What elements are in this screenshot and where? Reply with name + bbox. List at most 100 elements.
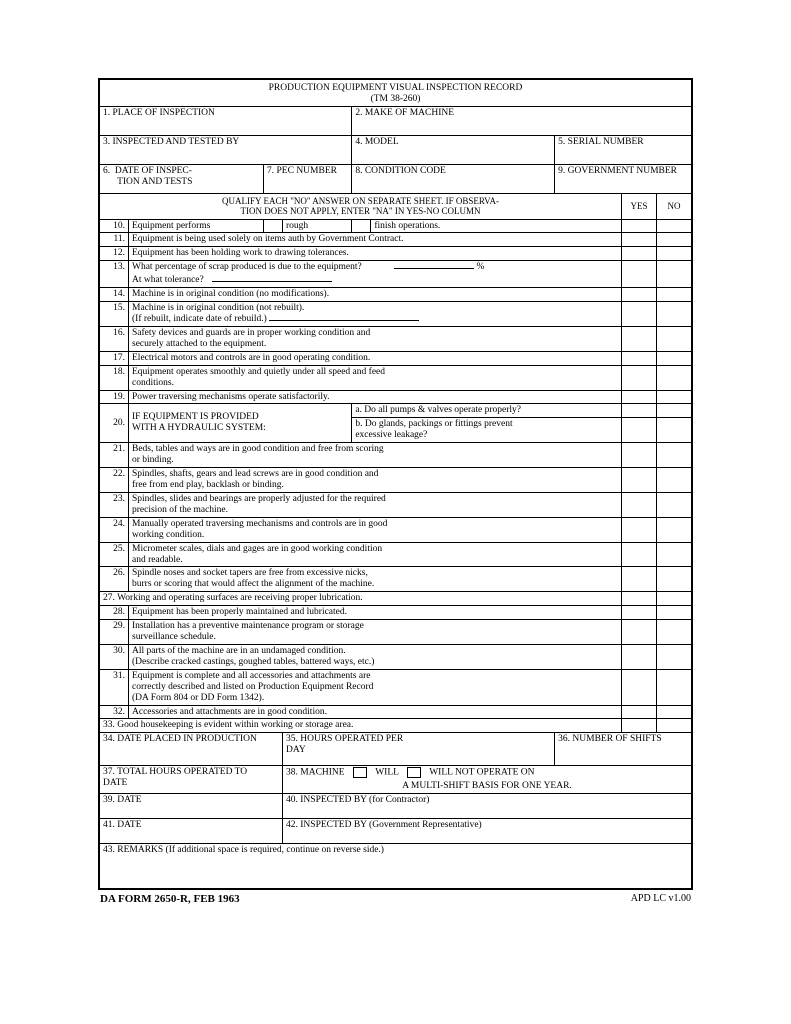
q10-box1[interactable] [264,219,283,233]
q12: Equipment has been holding work to drawi… [129,247,622,261]
q31-yes[interactable] [622,669,657,705]
q20a-yes[interactable] [622,404,657,418]
q12-yes[interactable] [622,247,657,261]
q24-no[interactable] [657,517,692,542]
q26-no[interactable] [657,567,692,592]
q15-yes[interactable] [622,302,657,327]
q23-yes[interactable] [622,492,657,517]
q30-num: 30. [100,644,129,669]
field-8[interactable]: 8. CONDITION CODE [352,164,555,193]
q12-no[interactable] [657,247,692,261]
field-2[interactable]: 2. MAKE OF MACHINE [352,106,692,135]
q29-yes[interactable] [622,620,657,645]
q18-no[interactable] [657,365,692,390]
field-42[interactable]: 42. INSPECTED BY (Government Representat… [283,818,692,843]
q10-num: 10. [100,219,129,233]
q25-num: 25. [100,542,129,567]
q22-yes[interactable] [622,468,657,493]
q30-no[interactable] [657,644,692,669]
field-43[interactable]: 43. REMARKS (If additional space is requ… [100,843,692,888]
q15-blank[interactable] [269,320,419,321]
q29: Installation has a preventive maintenanc… [129,620,622,645]
q20a-no[interactable] [657,404,692,418]
f38b: WILL [375,768,398,778]
q11-no[interactable] [657,233,692,247]
q25-no[interactable] [657,542,692,567]
q28-yes[interactable] [622,606,657,620]
q13-no[interactable] [657,261,692,274]
field-1[interactable]: 1. PLACE OF INSPECTION [100,106,352,135]
q11-num: 11. [100,233,129,247]
q33-yes[interactable] [622,719,657,733]
qualify-instruction: QUALIFY EACH "NO" ANSWER ON SEPARATE SHE… [100,193,622,219]
q27: 27. Working and operating surfaces are r… [100,592,622,606]
q10-no[interactable] [657,219,692,233]
q14: Machine is in original condition (no mod… [129,288,622,302]
field-34[interactable]: 34. DATE PLACED IN PRODUCTION [100,733,283,766]
field-6[interactable]: 6. DATE OF INSPEC- TION AND TESTS [100,164,264,193]
field-35[interactable]: 35. HOURS OPERATED PER DAY [283,733,555,766]
footer: DA FORM 2650-R, FEB 1963 APD LC v1.00 [98,890,693,905]
q24: Manually operated traversing mechanisms … [129,517,622,542]
q29-no[interactable] [657,620,692,645]
q14-yes[interactable] [622,288,657,302]
q27-yes[interactable] [622,592,657,606]
q11: Equipment is being used solely on items … [129,233,622,247]
q13b-cell: At what tolerance? [129,274,622,287]
q21-yes[interactable] [622,443,657,468]
q12-num: 12. [100,247,129,261]
q13-blank1[interactable] [394,268,474,269]
field-4[interactable]: 4. MODEL [352,135,555,164]
f38-box2[interactable] [407,767,421,778]
q26-yes[interactable] [622,567,657,592]
q30-yes[interactable] [622,644,657,669]
q13a: What percentage of scrap produced is due… [129,261,622,274]
field-37[interactable]: 37. TOTAL HOURS OPERATED TO DATE [100,766,283,794]
q25-yes[interactable] [622,542,657,567]
q20b-yes[interactable] [622,418,657,443]
q13-blank2[interactable] [212,281,332,282]
q19-no[interactable] [657,390,692,404]
q18-yes[interactable] [622,365,657,390]
q20b-no[interactable] [657,418,692,443]
q16-yes[interactable] [622,326,657,351]
q28-num: 28. [100,606,129,620]
q14-no[interactable] [657,288,692,302]
q18: Equipment operates smoothly and quietly … [129,365,622,390]
field-3[interactable]: 3. INSPECTED AND TESTED BY [100,135,352,164]
field-41[interactable]: 41. DATE [100,818,283,843]
q22: Spindles, shafts, gears and lead screws … [129,468,622,493]
q16-no[interactable] [657,326,692,351]
q31-no[interactable] [657,669,692,705]
q26: Spindle noses and socket tapers are free… [129,567,622,592]
q21-no[interactable] [657,443,692,468]
q32-yes[interactable] [622,705,657,719]
q32-num: 32. [100,705,129,719]
q11-yes[interactable] [622,233,657,247]
q33-no[interactable] [657,719,692,733]
field-39[interactable]: 39. DATE [100,793,283,818]
q24-yes[interactable] [622,517,657,542]
q15-no[interactable] [657,302,692,327]
q10-yes[interactable] [622,219,657,233]
field-38-top: 38. MACHINE WILL WILL NOT OPERATE ON [283,766,692,780]
field-9[interactable]: 9. GOVERNMENT NUMBER [555,164,692,193]
q19-yes[interactable] [622,390,657,404]
q20: IF EQUIPMENT IS PROVIDED WITH A HYDRAULI… [129,404,352,443]
q17-yes[interactable] [622,351,657,365]
f38-box1[interactable] [353,767,367,778]
q22-no[interactable] [657,468,692,493]
q28-no[interactable] [657,606,692,620]
q16-num: 16. [100,326,129,351]
q23-no[interactable] [657,492,692,517]
field-5[interactable]: 5. SERIAL NUMBER [555,135,692,164]
field-40[interactable]: 40. INSPECTED BY (for Contractor) [283,793,692,818]
field-36[interactable]: 36. NUMBER OF SHIFTS [555,733,692,766]
q17-no[interactable] [657,351,692,365]
q27-no[interactable] [657,592,692,606]
q10-box2[interactable] [352,219,371,233]
q13-yes[interactable] [622,261,657,274]
no-header: NO [657,193,692,219]
field-7[interactable]: 7. PEC NUMBER [264,164,352,193]
q32-no[interactable] [657,705,692,719]
